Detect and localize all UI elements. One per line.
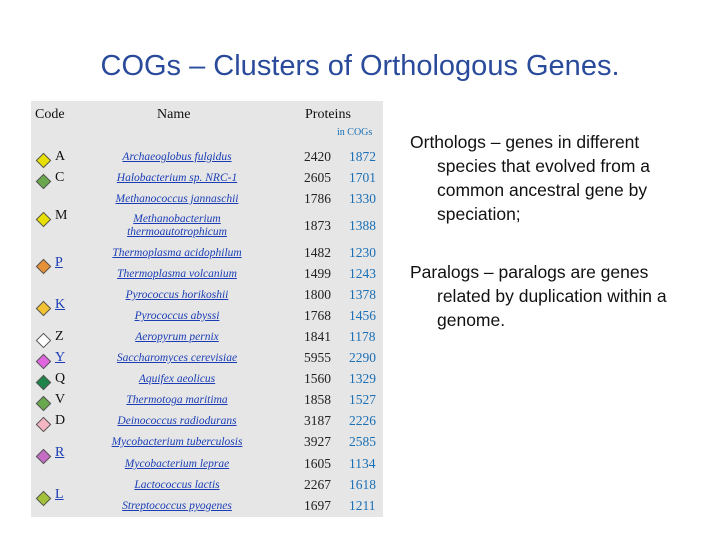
organism-code[interactable]: K: [55, 297, 66, 312]
proteins-in-cogs-count: 1701: [349, 170, 376, 185]
orthologs-line: common ancestral gene by: [437, 180, 648, 200]
protein-count: 1786: [304, 191, 331, 206]
organism-code: Z: [55, 329, 64, 344]
organism-name-link[interactable]: Thermotoga maritima: [126, 394, 228, 406]
cog-diamond-icon: [35, 152, 52, 169]
header-code: Code: [35, 107, 65, 122]
cog-diamond-icon: [35, 395, 52, 412]
proteins-in-cogs-count: 1178: [349, 329, 376, 344]
proteins-in-cogs-count: 2585: [349, 434, 376, 449]
organism-code[interactable]: L: [55, 487, 64, 502]
paralogs-line: Paralogs – paralogs are genes: [410, 262, 649, 282]
organism-name-link[interactable]: Methanococcus jannaschii: [115, 193, 239, 205]
proteins-in-cogs-count: 1618: [349, 477, 376, 492]
proteins-in-cogs-count: 1330: [349, 191, 376, 206]
organism-code: M: [55, 208, 68, 223]
organism-name-link[interactable]: Halobacterium sp. NRC-1: [116, 172, 238, 184]
proteins-in-cogs-count: 1872: [349, 149, 376, 164]
header-in-cogs: in COGs: [337, 127, 373, 138]
slide-title: COGs – Clusters of Orthologous Genes.: [100, 50, 620, 82]
proteins-in-cogs-count: 2290: [349, 350, 376, 365]
organism-name-link[interactable]: Mycobacterium leprae: [124, 458, 230, 470]
cog-diamond-icon: [35, 173, 52, 190]
proteins-in-cogs-count: 2226: [349, 413, 376, 428]
header-proteins: Proteins: [305, 107, 351, 122]
protein-count: 2420: [304, 149, 331, 164]
organism-code: C: [55, 170, 65, 185]
organism-code: D: [55, 413, 66, 428]
cog-table: Code Name Proteins in COGs A Archaeoglobu…: [31, 101, 383, 517]
cog-diamond-icon: [35, 374, 52, 391]
orthologs-line: Orthologs – genes in different: [410, 132, 640, 152]
cog-diamond-icon: [35, 490, 52, 507]
protein-count: 1482: [304, 245, 331, 260]
organism-code[interactable]: R: [55, 445, 65, 460]
cog-diamond-icon: [35, 353, 52, 370]
organism-code: Q: [55, 371, 66, 386]
organism-code: A: [55, 149, 66, 164]
organism-name-link[interactable]: Deinococcus radiodurans: [117, 415, 237, 427]
protein-count: 1858: [304, 392, 331, 407]
cog-diamond-icon: [35, 211, 52, 228]
cog-diamond-icon: [35, 258, 52, 275]
proteins-in-cogs-count: 1243: [349, 266, 376, 281]
organism-code[interactable]: P: [55, 255, 63, 270]
proteins-in-cogs-count: 1378: [349, 287, 376, 302]
paralogs-line: genome.: [437, 310, 506, 330]
organism-name-link[interactable]: Thermoplasma volcanium: [117, 268, 237, 280]
protein-count: 2267: [304, 477, 331, 492]
organism-name-link[interactable]: Aeropyrum pernix: [135, 331, 219, 343]
paralogs-text: Paralogs – paralogs are genes related by…: [410, 260, 710, 332]
protein-count: 5955: [304, 350, 331, 365]
cog-diamond-icon: [35, 448, 52, 465]
protein-count: 1605: [304, 456, 331, 471]
protein-count: 1800: [304, 287, 331, 302]
organism-name-link[interactable]: Pyrococcus abyssi: [134, 310, 220, 322]
organism-code[interactable]: Y: [55, 350, 66, 365]
protein-count: 3187: [304, 413, 331, 428]
protein-count: 2605: [304, 170, 331, 185]
header-name: Name: [157, 107, 191, 122]
proteins-in-cogs-count: 1230: [349, 245, 376, 260]
proteins-in-cogs-count: 1134: [349, 456, 376, 471]
orthologs-text: Orthologs – genes in different species t…: [410, 130, 710, 226]
cog-diamond-icon: [35, 416, 52, 433]
proteins-in-cogs-count: 1211: [349, 498, 376, 513]
cog-diamond-icon: [35, 332, 52, 349]
orthologs-line: species that evolved from a: [437, 156, 651, 176]
proteins-in-cogs-count: 1527: [349, 392, 376, 407]
protein-count: 1560: [304, 371, 331, 386]
organism-name-link[interactable]: Lactococcus lactis: [134, 479, 220, 491]
orthologs-line: speciation;: [437, 204, 521, 224]
organism-name-link[interactable]: Mycobacterium tuberculosis: [111, 436, 243, 448]
organism-name-link[interactable]: Pyrococcus horikoshii: [125, 289, 229, 301]
organism-name-link[interactable]: Methanobacterium thermoautotrophicum: [127, 213, 227, 238]
protein-count: 1768: [304, 308, 331, 323]
organism-name-link[interactable]: Aquifex aeolicus: [138, 373, 216, 385]
organism-name-link[interactable]: Archaeoglobus fulgidus: [122, 151, 232, 163]
organism-name-link[interactable]: Thermoplasma acidophilum: [112, 247, 242, 259]
protein-count: 1499: [304, 266, 331, 281]
cog-diamond-icon: [35, 300, 52, 317]
proteins-in-cogs-count: 1329: [349, 371, 376, 386]
protein-count: 1873: [304, 218, 331, 233]
proteins-in-cogs-count: 1388: [349, 218, 376, 233]
organism-name-link[interactable]: Streptococcus pyogenes: [122, 500, 232, 512]
organism-name-link[interactable]: Saccharomyces cerevisiae: [116, 352, 238, 364]
protein-count: 1697: [304, 498, 331, 513]
organism-code: V: [55, 392, 66, 407]
proteins-in-cogs-count: 1456: [349, 308, 376, 323]
protein-count: 1841: [304, 329, 331, 344]
paralogs-line: related by duplication within a: [437, 286, 667, 306]
protein-count: 3927: [304, 434, 331, 449]
